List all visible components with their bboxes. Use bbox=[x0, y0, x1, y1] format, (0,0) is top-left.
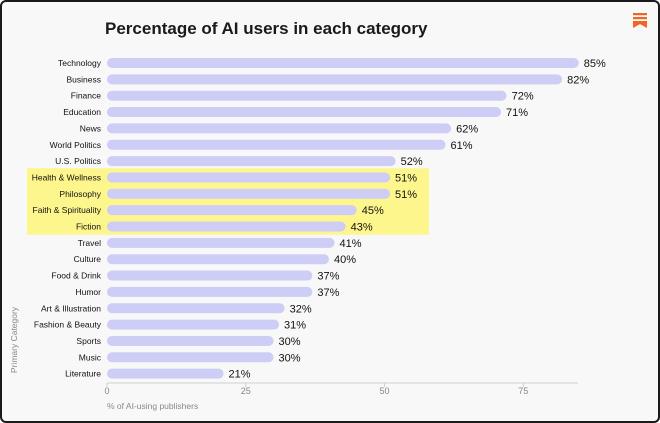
category-label: World Politics bbox=[50, 140, 101, 150]
category-label: Culture bbox=[74, 254, 102, 264]
value-label: 32% bbox=[290, 303, 312, 315]
bar bbox=[107, 237, 335, 248]
value-label: 72% bbox=[512, 91, 534, 103]
value-label: 52% bbox=[401, 156, 423, 168]
x-tick-label: 0 bbox=[104, 386, 109, 396]
x-tick-label: 50 bbox=[379, 386, 389, 396]
bar bbox=[107, 74, 563, 85]
value-label: 41% bbox=[340, 238, 362, 250]
x-tick-label: 75 bbox=[518, 386, 528, 396]
category-label: Technology bbox=[58, 58, 102, 68]
value-label: 45% bbox=[362, 205, 384, 217]
value-label: 85% bbox=[584, 58, 606, 70]
bar bbox=[107, 58, 579, 68]
value-label: 30% bbox=[279, 352, 301, 364]
category-label: Literature bbox=[65, 369, 101, 379]
category-label: Art & Illustration bbox=[41, 303, 101, 313]
category-label: Finance bbox=[71, 91, 102, 101]
category-label: Music bbox=[79, 352, 102, 362]
x-axis-title: % of AI-using publishers bbox=[107, 401, 198, 411]
value-label: 51% bbox=[395, 172, 417, 184]
category-label: Fashion & Beauty bbox=[34, 320, 102, 330]
value-label: 30% bbox=[279, 336, 301, 348]
bar bbox=[107, 107, 502, 118]
bar bbox=[107, 254, 329, 265]
bar bbox=[107, 188, 391, 199]
bar bbox=[107, 303, 285, 314]
value-label: 37% bbox=[317, 271, 339, 283]
category-label: Business bbox=[67, 74, 102, 84]
category-label: Travel bbox=[78, 238, 101, 248]
value-label: 82% bbox=[567, 74, 589, 86]
value-label: 51% bbox=[395, 189, 417, 201]
bar bbox=[107, 156, 396, 167]
chart-title: Percentage of AI users in each category bbox=[105, 19, 428, 38]
bar bbox=[107, 319, 280, 330]
bar bbox=[107, 221, 346, 232]
bar bbox=[107, 205, 357, 216]
bar bbox=[107, 123, 452, 134]
x-tick-label: 25 bbox=[241, 386, 251, 396]
bar bbox=[107, 368, 224, 379]
value-label: 21% bbox=[229, 369, 251, 381]
category-label: Humor bbox=[75, 287, 101, 297]
value-label: 61% bbox=[451, 140, 473, 152]
category-label: News bbox=[80, 123, 101, 133]
value-label: 71% bbox=[506, 107, 528, 119]
bar bbox=[107, 352, 274, 363]
category-label: Education bbox=[63, 107, 101, 117]
value-label: 43% bbox=[351, 222, 373, 234]
category-label: Health & Wellness bbox=[32, 172, 101, 182]
bar bbox=[107, 335, 274, 346]
category-label: Fiction bbox=[76, 222, 101, 232]
bar bbox=[107, 286, 313, 297]
category-label: Sports bbox=[76, 336, 101, 346]
y-axis-title: Primary Category bbox=[9, 306, 19, 373]
bar bbox=[107, 90, 507, 101]
category-label: Food & Drink bbox=[51, 271, 101, 281]
value-label: 62% bbox=[456, 123, 478, 135]
category-label: U.S. Politics bbox=[55, 156, 101, 166]
bar bbox=[107, 172, 391, 183]
bookmark-logo-icon bbox=[633, 13, 647, 28]
value-label: 37% bbox=[317, 287, 339, 299]
bar bbox=[107, 270, 313, 281]
value-label: 31% bbox=[284, 320, 306, 332]
bar bbox=[107, 139, 446, 150]
category-label: Philosophy bbox=[59, 189, 101, 199]
category-label: Faith & Spirituality bbox=[33, 205, 102, 215]
value-label: 40% bbox=[334, 254, 356, 266]
